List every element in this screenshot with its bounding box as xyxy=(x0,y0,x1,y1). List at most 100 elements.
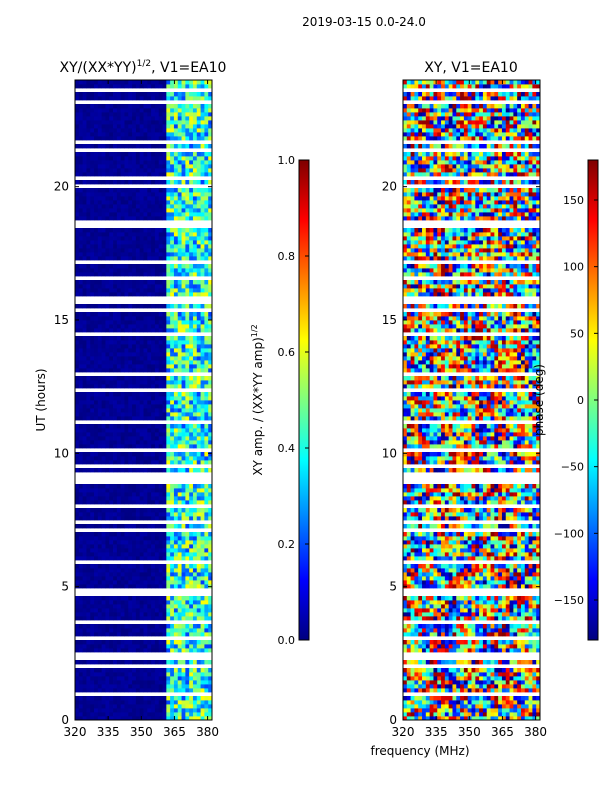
amplitude-cell xyxy=(97,604,103,609)
amplitude-cell xyxy=(147,424,152,429)
amplitude-cell xyxy=(120,340,125,345)
amplitude-cell xyxy=(139,428,144,433)
amplitude-cell xyxy=(105,524,110,529)
phase-cell xyxy=(422,680,427,685)
amplitude-cell xyxy=(94,648,99,653)
amplitude-cell xyxy=(105,380,110,385)
phase-cell xyxy=(517,696,522,701)
amplitude-cell xyxy=(78,600,84,605)
amplitude-cell xyxy=(192,336,198,341)
phase-cell xyxy=(532,704,537,709)
amplitude-cell xyxy=(181,500,186,505)
phase-cell xyxy=(422,676,427,681)
amplitude-cell xyxy=(135,516,141,521)
phase-cell xyxy=(505,672,510,677)
amplitude-cell xyxy=(196,436,201,441)
amplitude-cell xyxy=(86,204,91,209)
amplitude-cell xyxy=(177,536,182,541)
amplitude-cell xyxy=(192,532,198,537)
amplitude-cell xyxy=(204,284,209,289)
amplitude-cell xyxy=(139,508,144,513)
amplitude-cell xyxy=(120,436,125,441)
amplitude-cell xyxy=(208,232,212,237)
amplitude-cell xyxy=(75,180,80,185)
amplitude-cell xyxy=(192,208,198,213)
amplitude-cell xyxy=(158,696,163,701)
amplitude-cell xyxy=(173,180,179,185)
amplitude-cell xyxy=(113,512,118,517)
amplitude-cell xyxy=(204,380,209,385)
amplitude-cell xyxy=(181,120,186,125)
amplitude-cell xyxy=(196,700,201,705)
amplitude-cell xyxy=(177,684,182,689)
amplitude-cell xyxy=(154,672,160,677)
amplitude-cell xyxy=(192,316,198,321)
amplitude-cell xyxy=(78,436,84,441)
amplitude-cell xyxy=(170,604,175,609)
amplitude-cell xyxy=(86,396,91,401)
amplitude-cell xyxy=(170,500,175,505)
amplitude-cell xyxy=(113,288,118,293)
amplitude-cell xyxy=(162,624,167,629)
amplitude-cell xyxy=(208,436,212,441)
amplitude-cell xyxy=(158,556,163,561)
amplitude-cell xyxy=(166,256,171,261)
amplitude-cell xyxy=(139,612,144,617)
amplitude-cell xyxy=(173,536,179,541)
phase-cell xyxy=(433,716,438,720)
amplitude-cell xyxy=(162,384,167,389)
amplitude-cell xyxy=(75,444,80,449)
amplitude-cell xyxy=(101,320,106,325)
amplitude-cell xyxy=(82,236,87,241)
amplitude-cell xyxy=(135,344,141,349)
amplitude-cell xyxy=(135,456,141,461)
amplitude-cell xyxy=(147,136,152,141)
amplitude-cell xyxy=(86,400,91,405)
amplitude-cell xyxy=(189,188,194,193)
amplitude-cell xyxy=(177,444,182,449)
amplitude-cell xyxy=(173,568,179,573)
amplitude-cell xyxy=(139,452,144,457)
phase-cell xyxy=(528,684,533,689)
amplitude-cell xyxy=(189,156,194,161)
amplitude-cell xyxy=(139,628,144,633)
phase-cell xyxy=(441,700,446,705)
amplitude-cell xyxy=(105,540,110,545)
amplitude-cell xyxy=(170,524,175,529)
amplitude-cell xyxy=(116,108,122,113)
phase-cell xyxy=(486,704,491,709)
amplitude-cell xyxy=(97,344,103,349)
amplitude-cell xyxy=(151,228,156,233)
amplitude-cell xyxy=(78,164,84,169)
amplitude-cell xyxy=(113,400,118,405)
amplitude-cell xyxy=(82,668,87,673)
phase-cell xyxy=(444,676,450,681)
amplitude-cell xyxy=(113,484,118,489)
amplitude-cell xyxy=(135,204,141,209)
amplitude-cell xyxy=(170,188,175,193)
amplitude-cell xyxy=(75,228,80,233)
amplitude-cell xyxy=(139,164,144,169)
amplitude-cell xyxy=(109,336,114,341)
amplitude-cell xyxy=(204,280,209,285)
amplitude-cell xyxy=(181,456,186,461)
amplitude-cell xyxy=(181,160,186,165)
amplitude-cell xyxy=(113,676,118,681)
amplitude-cell xyxy=(113,548,118,553)
amplitude-cell xyxy=(166,348,171,353)
amplitude-cell xyxy=(90,716,95,720)
amplitude-cell xyxy=(192,624,198,629)
amplitude-cell xyxy=(204,312,209,317)
amplitude-cell xyxy=(189,492,194,497)
amplitude-cell xyxy=(86,532,91,537)
amplitude-cell xyxy=(162,304,167,309)
amplitude-cell xyxy=(154,348,160,353)
amplitude-cell xyxy=(147,232,152,237)
amplitude-cell xyxy=(177,452,182,457)
amplitude-cell xyxy=(97,268,103,273)
amplitude-cell xyxy=(177,152,182,157)
phase-cell xyxy=(536,672,540,677)
amplitude-cell xyxy=(192,440,198,445)
amplitude-cell xyxy=(185,568,190,573)
amplitude-cell xyxy=(166,608,171,613)
